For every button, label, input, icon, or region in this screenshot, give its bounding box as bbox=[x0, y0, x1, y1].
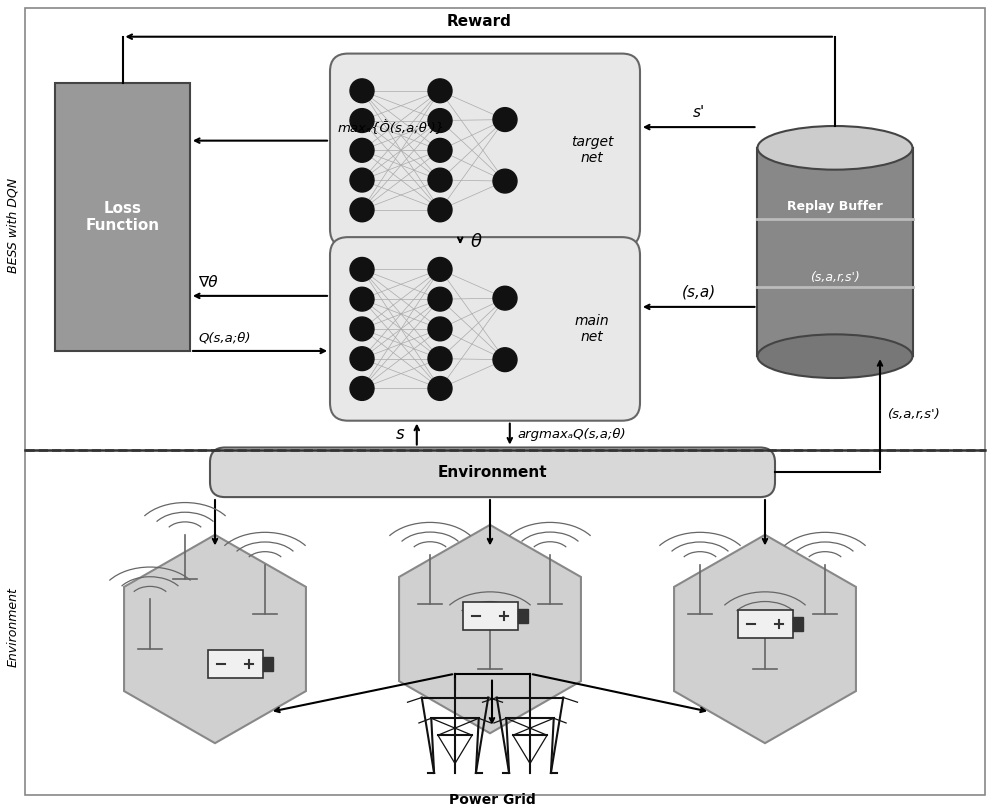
Bar bbox=[262, 657, 272, 671]
Bar bbox=[793, 617, 803, 631]
Circle shape bbox=[428, 108, 452, 133]
Text: Replay Buffer: Replay Buffer bbox=[787, 200, 883, 213]
Circle shape bbox=[350, 347, 374, 371]
Bar bbox=[518, 609, 528, 623]
Text: Q(s,a;θ): Q(s,a;θ) bbox=[198, 332, 251, 345]
Text: Environment: Environment bbox=[6, 587, 20, 667]
Circle shape bbox=[493, 108, 517, 132]
Circle shape bbox=[350, 198, 374, 222]
Circle shape bbox=[350, 257, 374, 282]
Circle shape bbox=[350, 317, 374, 341]
Bar bbox=[758, 148, 912, 356]
Text: maxₐ{Ṑ(s,a;θ')}: maxₐ{Ṑ(s,a;θ')} bbox=[338, 119, 445, 133]
Text: Environment: Environment bbox=[438, 465, 547, 480]
Circle shape bbox=[428, 168, 452, 192]
Circle shape bbox=[428, 257, 452, 282]
Circle shape bbox=[350, 108, 374, 133]
FancyBboxPatch shape bbox=[330, 237, 640, 421]
Circle shape bbox=[350, 287, 374, 311]
Circle shape bbox=[350, 376, 374, 400]
Circle shape bbox=[428, 198, 452, 222]
Polygon shape bbox=[124, 535, 306, 743]
FancyBboxPatch shape bbox=[330, 53, 640, 247]
FancyBboxPatch shape bbox=[210, 447, 775, 497]
Text: Loss
Function: Loss Function bbox=[85, 201, 160, 234]
Bar bbox=[462, 602, 518, 630]
Ellipse shape bbox=[758, 334, 912, 378]
Text: (s,a): (s,a) bbox=[682, 285, 716, 300]
Text: target
net: target net bbox=[571, 135, 613, 165]
Circle shape bbox=[350, 138, 374, 163]
Text: ∇θ: ∇θ bbox=[198, 275, 218, 290]
Circle shape bbox=[428, 317, 452, 341]
Text: (s,a,r,s'): (s,a,r,s') bbox=[888, 408, 941, 421]
Text: BESS with DQN: BESS with DQN bbox=[6, 178, 20, 273]
Circle shape bbox=[428, 79, 452, 103]
Circle shape bbox=[493, 348, 517, 371]
Circle shape bbox=[493, 169, 517, 193]
Polygon shape bbox=[399, 525, 581, 733]
Bar bbox=[738, 610, 792, 638]
Text: θ: θ bbox=[470, 233, 481, 251]
Circle shape bbox=[428, 376, 452, 400]
Text: argmaxₐQ(s,a;θ): argmaxₐQ(s,a;θ) bbox=[518, 428, 626, 441]
Text: Power Grid: Power Grid bbox=[449, 793, 535, 807]
Circle shape bbox=[350, 79, 374, 103]
Bar bbox=[208, 650, 262, 678]
Circle shape bbox=[428, 287, 452, 311]
Text: (s,a,r,s'): (s,a,r,s') bbox=[810, 270, 860, 283]
Circle shape bbox=[493, 286, 517, 310]
Text: s: s bbox=[396, 425, 405, 443]
Circle shape bbox=[428, 347, 452, 371]
Text: main
net: main net bbox=[575, 314, 609, 344]
Polygon shape bbox=[674, 535, 856, 743]
Circle shape bbox=[428, 138, 452, 163]
Text: Reward: Reward bbox=[446, 14, 511, 29]
Bar bbox=[55, 83, 190, 351]
Text: s': s' bbox=[693, 105, 705, 121]
Ellipse shape bbox=[758, 126, 912, 170]
Circle shape bbox=[350, 168, 374, 192]
